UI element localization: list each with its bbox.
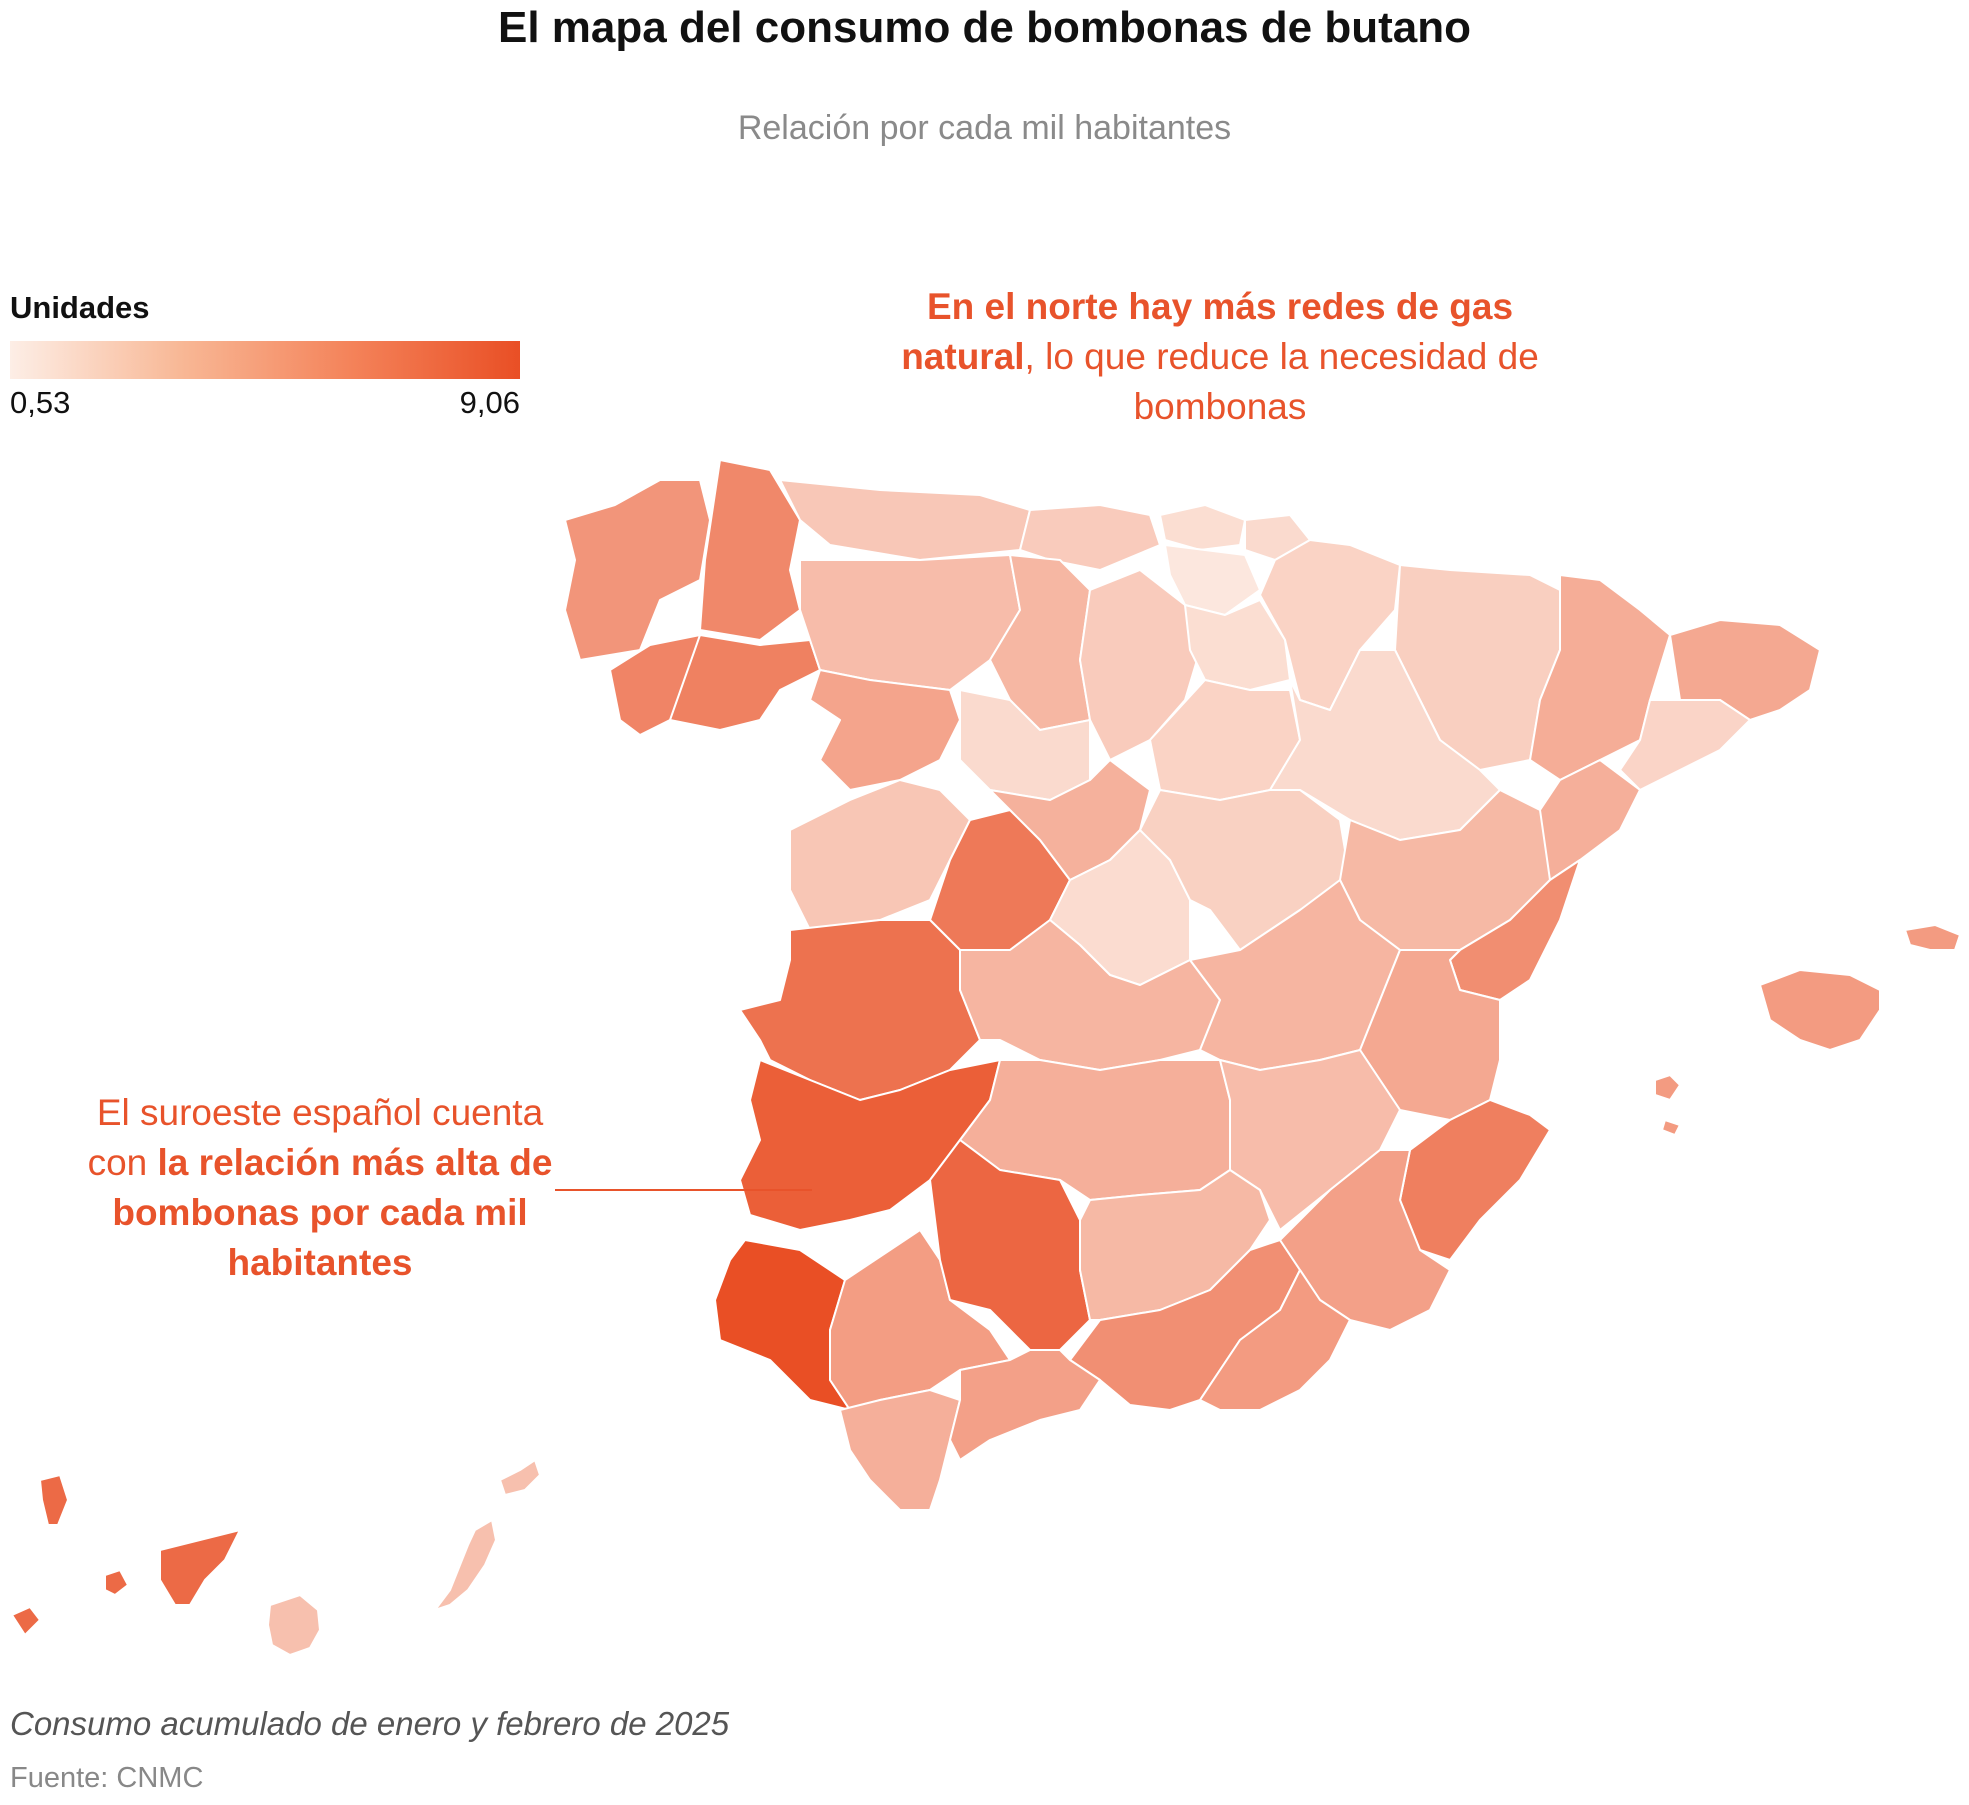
annotation-south: El suroeste español cuenta con la relaci… (70, 1088, 570, 1288)
region-bizkaia (1159, 504, 1246, 551)
region-almeria (1199, 1269, 1351, 1411)
page-title: El mapa del consumo de bombonas de butan… (497, 3, 1471, 52)
annotation-south-normal: El suroeste español cuenta con (87, 1092, 544, 1183)
region-araba-alava (1164, 544, 1261, 616)
region-cantabria (1019, 504, 1161, 571)
region-cordoba (929, 1139, 1091, 1351)
region-leon (799, 554, 1021, 691)
region-las-palmas (267, 1459, 541, 1656)
legend-color-bar (10, 341, 520, 379)
source-credit: Fuente: CNMC (10, 1762, 204, 1794)
region-ourense (669, 634, 821, 731)
legend-title: Unidades (10, 290, 150, 325)
footnote: Consumo acumulado de enero y febrero de … (10, 1705, 730, 1742)
page-subtitle: Relación por cada mil habitantes (737, 109, 1232, 147)
region-cadiz (839, 1389, 961, 1511)
annotation-north-bold: En el norte hay más redes de gas natural (901, 286, 1514, 377)
legend-max-label: 9,06 (459, 385, 520, 420)
region-huelva (714, 1239, 851, 1411)
region-illes-balears (1654, 924, 1961, 1136)
region-zamora (809, 669, 961, 791)
legend-min-label: 0,53 (10, 385, 71, 420)
region-malaga (949, 1349, 1101, 1461)
region-lleida (1529, 574, 1671, 781)
annotation-north: En el norte hay más redes de gas natural… (880, 282, 1560, 432)
region-murcia (1279, 1149, 1451, 1331)
annotation-south-bold: la relación más alta de bombonas por cad… (112, 1142, 553, 1283)
region-a-coruna (564, 479, 711, 661)
region-alicante (1399, 1099, 1551, 1261)
annotation-north-rest: , lo que reduce la necesidad de bombonas (1024, 336, 1539, 427)
region-jaen (1079, 1169, 1271, 1321)
region-asturias (779, 479, 1031, 561)
region-santa-cruz-de-tenerife (11, 1474, 241, 1636)
region-barcelona (1619, 699, 1751, 791)
